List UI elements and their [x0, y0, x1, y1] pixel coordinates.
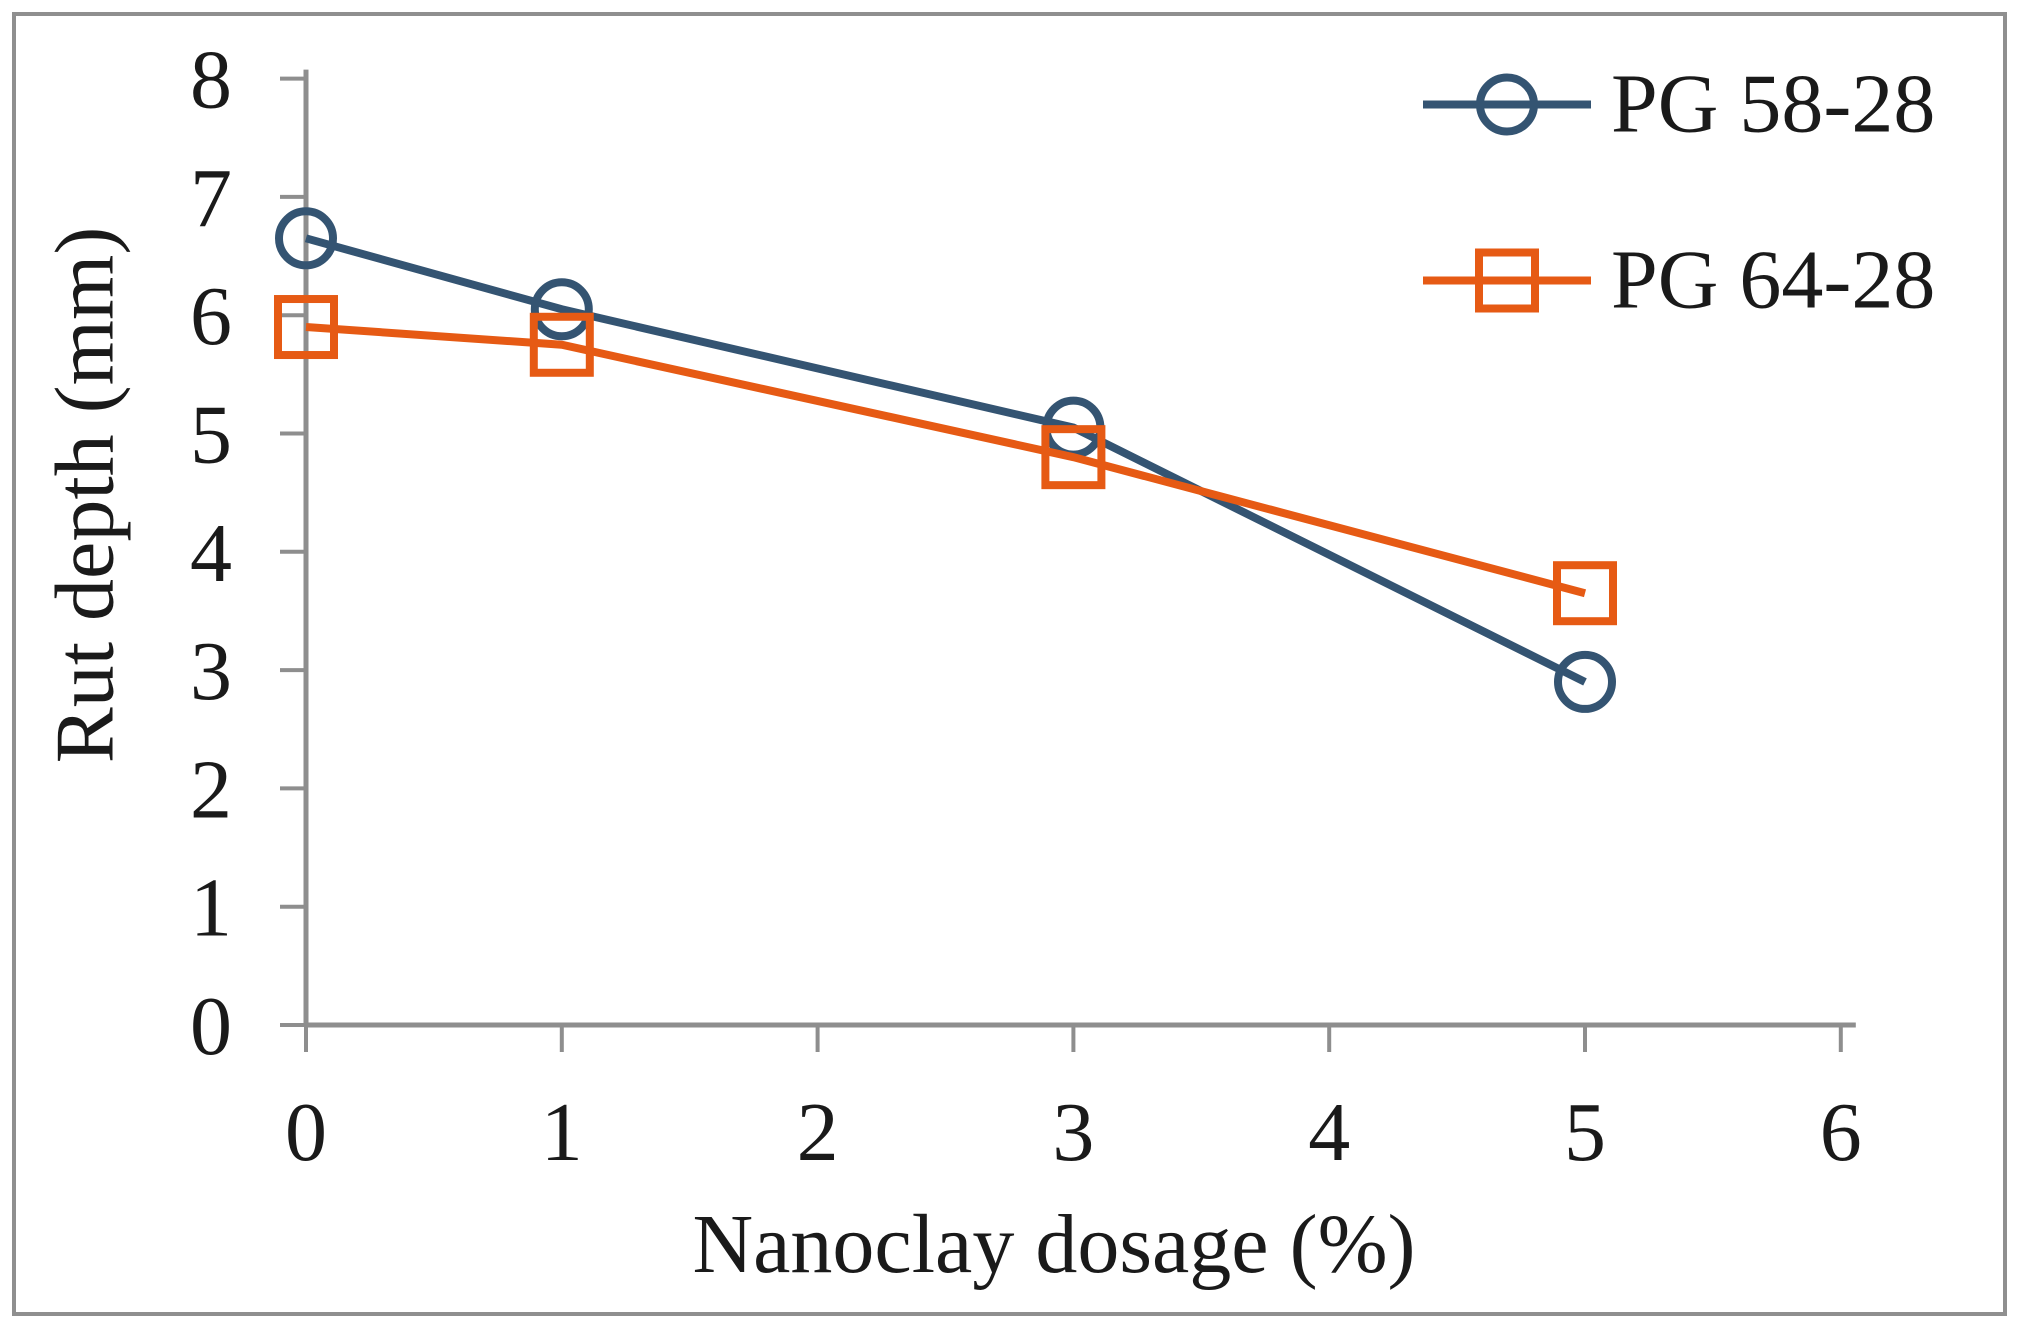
square-marker-icon: [1475, 248, 1539, 312]
legend-label: PG 64-28: [1611, 233, 1936, 327]
series-line-pg-64-28: [305, 323, 1587, 598]
data-point-pg-64-28: [274, 295, 338, 360]
y-tick-label: 5: [190, 389, 232, 482]
series-line-pg-58-28: [304, 234, 1587, 686]
y-tick-label: 4: [190, 507, 232, 600]
x-axis-title: Nanoclay dosage (%): [692, 1198, 1416, 1291]
data-point-pg-58-28: [275, 207, 337, 270]
y-tick-label: 0: [190, 980, 232, 1073]
legend-swatch-line-circle: [1423, 73, 1591, 135]
x-tick-label: 2: [797, 1086, 839, 1179]
circle-marker-icon: [1476, 73, 1538, 135]
y-tick-label: 8: [190, 34, 232, 127]
x-tick-label: 4: [1308, 1086, 1350, 1179]
figure-border: [12, 12, 2007, 1316]
legend-item-pg-64-28: PG 64-28: [1423, 232, 1935, 329]
y-tick-label: 7: [190, 152, 232, 245]
data-point-pg-64-28: [1553, 561, 1617, 626]
x-tick-label: 5: [1564, 1086, 1606, 1179]
x-tick-label: 6: [1820, 1086, 1862, 1179]
y-tick-label: 1: [190, 862, 232, 955]
x-tick-label: 3: [1052, 1086, 1094, 1179]
x-tick-label: 0: [285, 1086, 327, 1179]
data-point-pg-64-28: [1041, 425, 1106, 490]
data-point-pg-64-28: [529, 312, 594, 377]
data-point-pg-58-28: [1554, 650, 1616, 713]
legend-swatch-line-square: [1423, 248, 1591, 312]
legend-item-pg-58-28: PG 58-28: [1423, 56, 1935, 153]
x-tick-label: 1: [541, 1086, 583, 1179]
y-tick-label: 6: [190, 270, 232, 363]
y-tick-label: 2: [190, 743, 232, 836]
legend-label: PG 58-28: [1611, 57, 1936, 151]
y-tick-label: 3: [190, 625, 232, 718]
data-point-pg-58-28: [530, 278, 593, 341]
